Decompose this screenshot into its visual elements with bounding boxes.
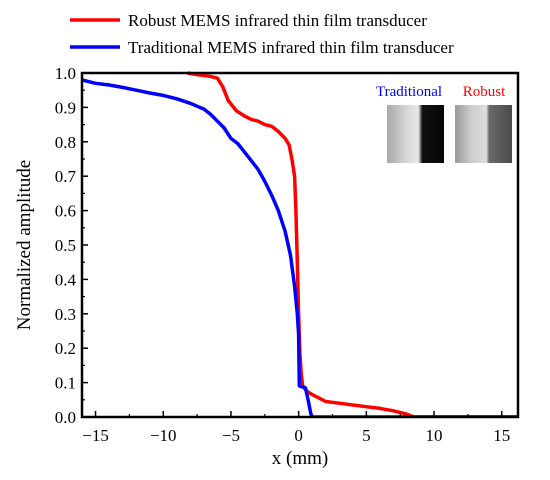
y-tick-label: 0.2 <box>55 339 76 358</box>
traditional-inset-image <box>387 105 444 163</box>
series-line-robust <box>187 71 518 417</box>
y-tick-label: 0.8 <box>55 133 76 152</box>
legend-label: Robust MEMS infrared thin film transduce… <box>128 11 427 30</box>
x-tick-label: −10 <box>150 426 177 445</box>
x-tick-label: 15 <box>493 426 510 445</box>
y-tick-label: 0.1 <box>55 374 76 393</box>
inset-label-robust: Robust <box>463 84 506 100</box>
y-tick-label: 1.0 <box>55 64 76 83</box>
y-axis-ticks: 0.0 0.1 0.2 0.3 0.4 0.5 0.6 0.7 0.8 0.9 1.0 <box>55 64 88 427</box>
series-line-traditional <box>82 78 518 417</box>
y-tick-label: 0.5 <box>55 236 76 255</box>
inset-label-traditional: Traditional <box>376 84 442 100</box>
y-tick-label: 0.9 <box>55 98 76 117</box>
legend-label: Traditional MEMS infrared thin film tran… <box>128 38 454 57</box>
legend: Robust MEMS infrared thin film transduce… <box>70 11 454 57</box>
x-tick-label: 10 <box>426 426 443 445</box>
y-tick-label: 0.0 <box>55 408 76 427</box>
inset-images: Traditional Robust <box>376 84 512 163</box>
y-axis-label: Normalized amplitude <box>14 160 35 330</box>
x-tick-label: 5 <box>362 426 371 445</box>
x-tick-label: 0 <box>294 426 303 445</box>
x-tick-label: −5 <box>222 426 240 445</box>
y-tick-label: 0.3 <box>55 305 76 324</box>
series-layer <box>82 71 518 417</box>
y-tick-label: 0.7 <box>55 167 77 186</box>
x-axis-ticks: −15 −10 −5 0 5 10 15 <box>82 411 510 445</box>
y-tick-label: 0.4 <box>55 270 77 289</box>
y-tick-label: 0.6 <box>55 202 76 221</box>
x-axis-label: x (mm) <box>272 448 328 469</box>
x-tick-label: −15 <box>82 426 109 445</box>
robust-inset-image <box>455 105 512 163</box>
